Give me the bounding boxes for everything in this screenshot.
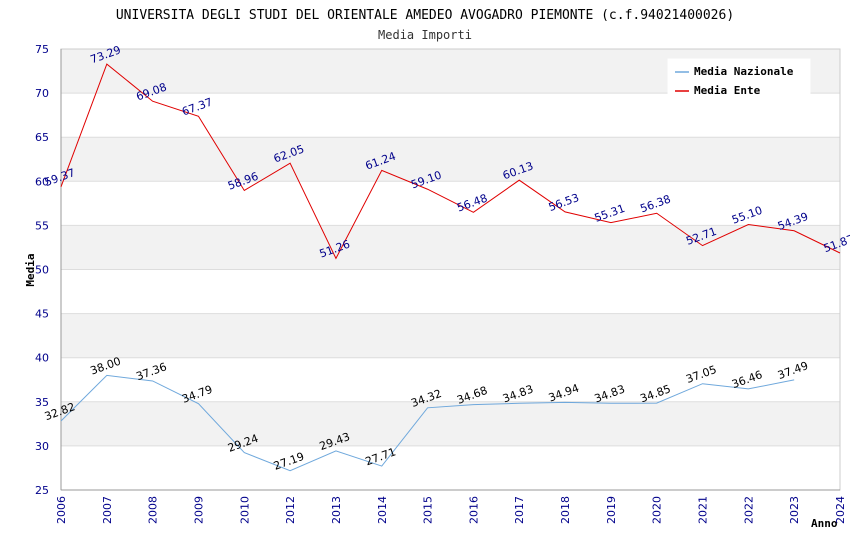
grid-band [61,225,840,270]
y-tick-label: 45 [35,308,49,321]
grid-band [61,181,840,226]
x-axis-label: Anno [811,517,838,530]
x-tick-label: 2007 [101,496,114,524]
y-axis-label: Media [24,253,37,286]
x-tick-label: 2016 [467,496,480,524]
x-tick-label: 2014 [376,496,389,524]
x-tick-label: 2023 [788,496,801,524]
y-tick-label: 40 [35,352,49,365]
x-tick-label: 2012 [284,496,297,524]
series-lines [60,63,841,472]
y-tick-label: 60 [35,175,49,188]
series-line-ente [60,63,841,260]
y-tick-label: 30 [35,440,49,453]
y-tick-labels: 25 30 35 40 45 50 55 60 65 70 75 [35,43,49,497]
x-tick-label: 2013 [330,496,343,524]
grid-band [61,269,840,314]
grid-band [61,357,840,402]
x-tick-label: 2022 [742,496,755,524]
x-tick-label: 2009 [192,496,205,524]
x-tick-label: 2024 [834,496,847,524]
x-tick-label: 2020 [651,496,664,524]
y-tick-label: 70 [35,87,49,100]
x-tick-label: 2006 [55,496,68,524]
y-tick-label: 55 [35,219,49,232]
y-tick-label: 35 [35,396,49,409]
x-tick-label: 2017 [513,496,526,524]
y-tick-label: 65 [35,131,49,144]
y-tick-label: 75 [35,43,49,56]
grid-band [61,445,840,490]
x-tick-label: 2010 [238,496,251,524]
legend: Media Nazionale Media Ente [667,58,811,102]
legend-box [667,58,811,102]
grid-band [61,137,840,182]
y-tick-label: 25 [35,484,49,497]
legend-label-ente: Media Ente [694,84,761,97]
x-tick-label: 2021 [697,496,710,524]
x-tick-label: 2018 [559,496,572,524]
grid-band [61,313,840,358]
grid-bands [61,49,840,490]
legend-label-nazionale: Media Nazionale [694,65,794,78]
axes [60,49,840,491]
x-tick-label: 2019 [605,496,618,524]
y-tick-label: 50 [35,264,49,277]
series-line-nazionale [60,374,795,472]
x-tick-label: 2015 [422,496,435,524]
x-tick-label: 2008 [147,496,160,524]
chart-subtitle: Media Importi [378,28,472,42]
chart-title: UNIVERSITA DEGLI STUDI DEL ORIENTALE AME… [116,8,734,23]
grid-band [61,401,840,446]
x-tick-labels: 2006 2007 2008 2009 2010 2012 2013 2014 2015 2016… [55,496,847,524]
